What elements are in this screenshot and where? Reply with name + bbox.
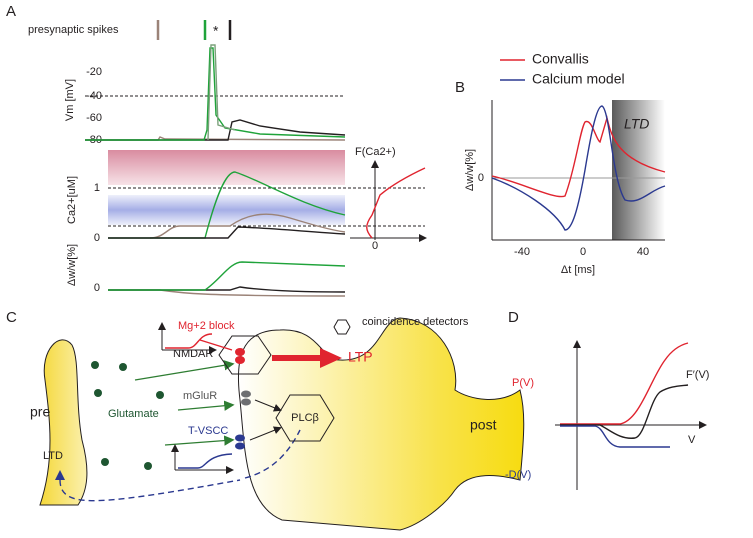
- post-label: post: [470, 417, 497, 433]
- ltd-band: [108, 195, 345, 225]
- ltp-arrow: [272, 348, 342, 368]
- tick-label: -40: [514, 246, 530, 258]
- trace: [108, 171, 346, 239]
- receptor: [235, 348, 245, 356]
- tick-label: -60: [86, 112, 102, 124]
- star: *: [213, 23, 219, 39]
- d-curve: [560, 425, 670, 448]
- receptor: [241, 398, 251, 406]
- ltd-arrow: [55, 470, 65, 480]
- axis-label: Ca2+[uM]: [66, 176, 78, 224]
- arrow: [177, 400, 235, 411]
- receptor: [235, 434, 245, 442]
- receptor: [235, 356, 245, 364]
- p-label: P(V): [512, 377, 534, 389]
- panel-label: B: [455, 79, 465, 96]
- tick-label: -40: [86, 90, 102, 102]
- mglur-label: mGluR: [183, 390, 217, 402]
- region-label: LTD: [624, 116, 649, 132]
- trace: [108, 261, 346, 291]
- arrow: [249, 426, 282, 441]
- tick-label: 0: [372, 240, 378, 252]
- v-label: V: [688, 434, 696, 446]
- mg-link: [199, 339, 233, 351]
- arrow: [254, 399, 282, 412]
- tick-label: 0: [478, 172, 484, 184]
- legend-hexagon: [333, 319, 351, 335]
- trace: [85, 119, 346, 141]
- p-curve: [560, 342, 689, 425]
- trace: [108, 289, 346, 297]
- d-label: -D(V): [505, 469, 531, 481]
- spikes-label: presynaptic spikes: [28, 24, 119, 36]
- plc-label: PLCβ: [291, 412, 319, 424]
- mg-label: Mg+2 block: [178, 320, 235, 332]
- ltd-label: LTD: [43, 450, 63, 462]
- tick-label: 40: [637, 246, 649, 258]
- axis-label: Δt [ms]: [561, 264, 595, 276]
- axis-label: Vm [mV]: [64, 79, 76, 121]
- axis-label: Δw/w[%]: [66, 244, 78, 286]
- trace: [108, 226, 346, 239]
- vesicle: [156, 391, 164, 399]
- panel-label: A: [6, 3, 16, 20]
- tick-label: 1: [94, 182, 100, 194]
- vesicle: [91, 361, 99, 369]
- trace: [85, 47, 346, 141]
- receptor: [241, 390, 251, 398]
- curve: [491, 105, 666, 231]
- f-label: F′(V): [686, 369, 709, 381]
- f-curve: [560, 384, 689, 439]
- tick-label: 0: [580, 246, 586, 258]
- tick-label: -20: [86, 66, 102, 78]
- vesicle: [144, 462, 152, 470]
- glutamate-label: Glutamate: [108, 408, 159, 420]
- mg-curve: [165, 333, 213, 349]
- tvscc-label: T-VSCC: [188, 425, 228, 437]
- pre-label: pre: [30, 404, 50, 420]
- detector: [275, 394, 335, 442]
- detector: [218, 335, 272, 375]
- legend-entry: Calcium model: [532, 71, 625, 87]
- panel-label: C: [6, 309, 17, 326]
- trace: [207, 44, 236, 141]
- legend-entry: Convallis: [532, 51, 589, 67]
- trace: [108, 286, 346, 293]
- receptor: [235, 442, 245, 450]
- f-label: F(Ca2+): [355, 146, 396, 158]
- arrow: [164, 435, 235, 446]
- panel-label: D: [508, 309, 519, 326]
- arrow: [134, 360, 235, 381]
- axis-label: Δw/w[%]: [464, 149, 476, 191]
- nmdar-label: NMDAR: [173, 348, 213, 360]
- tick-label: 0: [94, 282, 100, 294]
- coincidence-label: coincidence detectors: [362, 316, 469, 328]
- f-curve: [366, 167, 426, 239]
- ltd-path: [244, 429, 301, 479]
- vesicle: [119, 363, 127, 371]
- ltd-path: [59, 479, 241, 502]
- vscc-curve: [178, 453, 233, 469]
- trace: [149, 213, 346, 239]
- curve: [491, 115, 666, 198]
- tick-label: 0: [94, 232, 100, 244]
- ltp-label: LTP: [348, 349, 373, 365]
- vesicle: [101, 458, 109, 466]
- pre-terminal: [39, 339, 88, 506]
- vesicle: [94, 389, 102, 397]
- post-terminal: [237, 317, 525, 531]
